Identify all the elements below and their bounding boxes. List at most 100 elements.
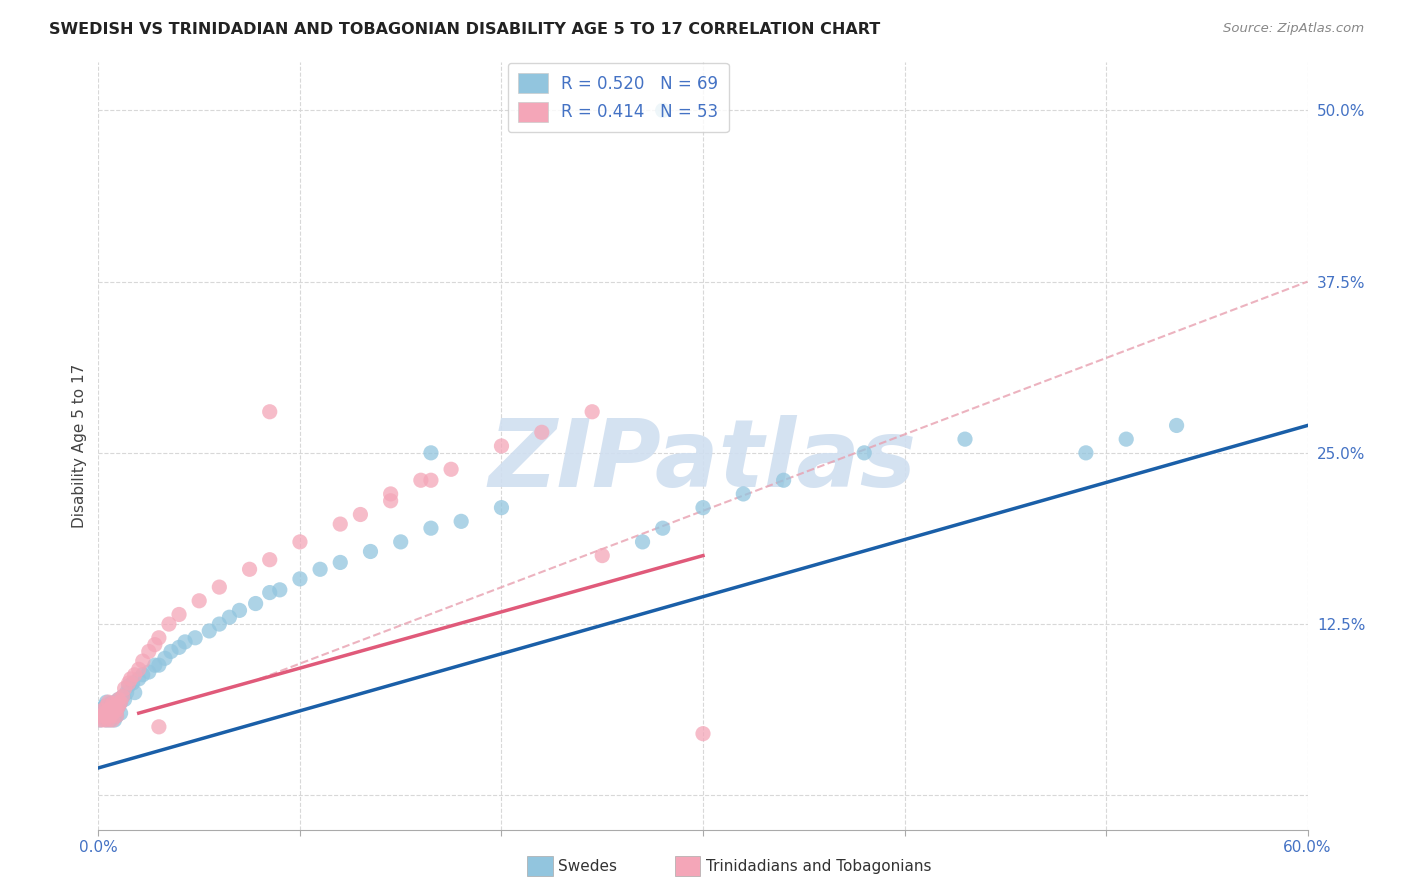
Swedes (198, 624, 221, 638)
Swedes (103, 713, 125, 727)
Trinidadians and Tobagonians (91, 709, 114, 723)
Swedes (1115, 432, 1137, 446)
Swedes (651, 521, 673, 535)
Trinidadians and Tobagonians (103, 703, 125, 717)
Swedes (259, 585, 281, 599)
Trinidadians and Tobagonians (420, 473, 443, 487)
Swedes (153, 651, 176, 665)
Swedes (93, 709, 115, 723)
Trinidadians and Tobagonians (288, 535, 311, 549)
Swedes (100, 697, 122, 711)
Swedes (96, 713, 118, 727)
Swedes (111, 690, 134, 704)
Swedes (121, 676, 143, 690)
Swedes (692, 500, 714, 515)
Trinidadians and Tobagonians (124, 667, 146, 681)
Swedes (389, 535, 412, 549)
Trinidadians and Tobagonians (107, 692, 129, 706)
Swedes (110, 695, 132, 709)
Text: ZIPatlas: ZIPatlas (489, 416, 917, 508)
Swedes (101, 702, 124, 716)
Swedes (93, 703, 115, 717)
Swedes (89, 713, 111, 727)
Swedes (128, 672, 150, 686)
Trinidadians and Tobagonians (101, 706, 124, 720)
Trinidadians and Tobagonians (491, 439, 513, 453)
Trinidadians and Tobagonians (138, 644, 160, 658)
Trinidadians and Tobagonians (259, 552, 281, 566)
Swedes (103, 695, 125, 709)
Swedes (118, 679, 141, 693)
Swedes (91, 702, 114, 716)
Swedes (218, 610, 240, 624)
Swedes (184, 631, 207, 645)
Trinidadians and Tobagonians (100, 709, 122, 723)
Swedes (772, 473, 794, 487)
Trinidadians and Tobagonians (692, 726, 714, 740)
Swedes (733, 487, 755, 501)
Swedes (651, 103, 673, 118)
Swedes (132, 667, 155, 681)
Swedes (853, 446, 876, 460)
Text: SWEDISH VS TRINIDADIAN AND TOBAGONIAN DISABILITY AGE 5 TO 17 CORRELATION CHART: SWEDISH VS TRINIDADIAN AND TOBAGONIAN DI… (49, 22, 880, 37)
Trinidadians and Tobagonians (208, 580, 231, 594)
Swedes (101, 706, 124, 720)
Trinidadians and Tobagonians (581, 405, 603, 419)
Swedes (105, 709, 128, 723)
Swedes (101, 709, 124, 723)
Y-axis label: Disability Age 5 to 17: Disability Age 5 to 17 (72, 364, 87, 528)
Legend: R = 0.520   N = 69, R = 0.414   N = 53: R = 0.520 N = 69, R = 0.414 N = 53 (508, 63, 728, 132)
Trinidadians and Tobagonians (101, 713, 124, 727)
Trinidadians and Tobagonians (96, 699, 118, 714)
Swedes (148, 658, 170, 673)
Swedes (1166, 418, 1188, 433)
Swedes (97, 699, 120, 714)
Text: Swedes: Swedes (558, 859, 617, 873)
Swedes (114, 692, 136, 706)
Trinidadians and Tobagonians (157, 617, 180, 632)
Trinidadians and Tobagonians (380, 493, 402, 508)
Swedes (96, 695, 118, 709)
Swedes (143, 658, 166, 673)
Trinidadians and Tobagonians (329, 517, 352, 532)
Trinidadians and Tobagonians (105, 703, 128, 717)
Swedes (228, 603, 250, 617)
Swedes (107, 699, 129, 714)
Trinidadians and Tobagonians (110, 695, 132, 709)
Swedes (420, 521, 443, 535)
Trinidadians and Tobagonians (440, 462, 463, 476)
Swedes (269, 582, 291, 597)
Trinidadians and Tobagonians (128, 662, 150, 676)
Trinidadians and Tobagonians (530, 425, 553, 440)
Swedes (631, 535, 654, 549)
Swedes (100, 703, 122, 717)
Trinidadians and Tobagonians (148, 720, 170, 734)
Swedes (97, 706, 120, 720)
Swedes (329, 556, 352, 570)
Trinidadians and Tobagonians (101, 697, 124, 711)
Text: Trinidadians and Tobagonians: Trinidadians and Tobagonians (706, 859, 931, 873)
Swedes (124, 685, 146, 699)
Trinidadians and Tobagonians (105, 709, 128, 723)
Trinidadians and Tobagonians (148, 631, 170, 645)
Swedes (91, 706, 114, 720)
Trinidadians and Tobagonians (89, 713, 111, 727)
Trinidadians and Tobagonians (107, 699, 129, 714)
Swedes (1074, 446, 1097, 460)
Swedes (953, 432, 976, 446)
Trinidadians and Tobagonians (93, 706, 115, 720)
Trinidadians and Tobagonians (111, 690, 134, 704)
Swedes (245, 597, 267, 611)
Trinidadians and Tobagonians (259, 405, 281, 419)
Trinidadians and Tobagonians (132, 654, 155, 668)
Trinidadians and Tobagonians (239, 562, 262, 576)
Trinidadians and Tobagonians (91, 703, 114, 717)
Swedes (115, 685, 138, 699)
Swedes (309, 562, 332, 576)
Swedes (288, 572, 311, 586)
Swedes (110, 706, 132, 720)
Trinidadians and Tobagonians (143, 638, 166, 652)
Trinidadians and Tobagonians (380, 487, 402, 501)
Trinidadians and Tobagonians (93, 713, 115, 727)
Swedes (101, 699, 124, 714)
